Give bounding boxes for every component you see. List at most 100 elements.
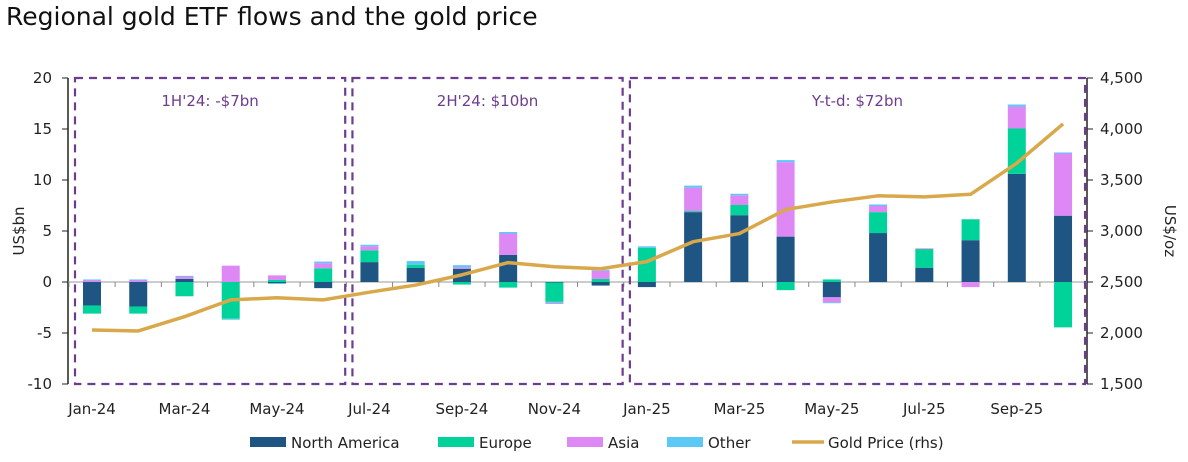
x-tick-label: Sep-24 bbox=[436, 400, 489, 418]
y-tick-label: -10 bbox=[28, 375, 53, 393]
bar-other bbox=[175, 275, 194, 277]
bar-other bbox=[1054, 152, 1073, 154]
bar-asia bbox=[314, 263, 333, 269]
bar-europe bbox=[314, 268, 333, 282]
annotation-label: 2H'24: $10bn bbox=[437, 92, 539, 110]
bar-other bbox=[545, 302, 564, 304]
y2-tick-label: 4,000 bbox=[1100, 120, 1143, 138]
x-tick-label: Sep-25 bbox=[990, 400, 1043, 418]
legend-swatch bbox=[567, 437, 603, 447]
bar-europe bbox=[915, 248, 934, 268]
annotation-label: Y-t-d: $72bn bbox=[811, 92, 903, 110]
y-tick-label: 5 bbox=[42, 222, 52, 240]
bar-north-america bbox=[591, 282, 610, 286]
bar-north-america bbox=[915, 267, 934, 282]
bar-other bbox=[314, 261, 333, 264]
legend-item-europe: Europe bbox=[438, 434, 532, 452]
bar-europe bbox=[776, 282, 795, 291]
annotation-box bbox=[351, 76, 624, 386]
bar-asia bbox=[591, 270, 610, 279]
bar-other bbox=[360, 244, 379, 247]
y-tick-label: 15 bbox=[33, 120, 52, 138]
bar-other bbox=[267, 283, 286, 285]
bar-other bbox=[406, 261, 425, 265]
bar-asia bbox=[822, 297, 841, 303]
bar-europe bbox=[175, 282, 194, 297]
annotation-box bbox=[628, 76, 1087, 386]
x-tick-label: Nov-24 bbox=[528, 400, 581, 418]
bar-europe bbox=[1054, 282, 1073, 328]
legend-swatch bbox=[667, 437, 703, 447]
legend-label: North America bbox=[291, 434, 400, 452]
bar-north-america bbox=[637, 282, 656, 288]
bar-other bbox=[684, 185, 703, 188]
legend-swatch bbox=[250, 437, 286, 447]
bar-north-america bbox=[776, 236, 795, 282]
bar-other bbox=[499, 232, 518, 234]
bar-europe bbox=[637, 247, 656, 282]
y-tick-label: -5 bbox=[37, 324, 52, 342]
bar-north-america bbox=[406, 267, 425, 282]
bar-europe bbox=[406, 264, 425, 268]
y2-tick-label: 1,500 bbox=[1100, 375, 1143, 393]
annotation-label: 1H'24: -$7bn bbox=[161, 92, 258, 110]
bar-north-america bbox=[360, 262, 379, 282]
bar-north-america bbox=[684, 212, 703, 282]
y-axis-label: US$bn bbox=[10, 206, 28, 255]
gold-price-line bbox=[91, 122, 1065, 333]
bar-europe bbox=[360, 250, 379, 263]
bar-europe bbox=[452, 282, 471, 285]
bar-asia bbox=[545, 301, 564, 303]
bar-europe bbox=[961, 219, 980, 241]
bar-north-america bbox=[267, 282, 286, 284]
bar-north-america bbox=[175, 278, 194, 282]
legend-item-north-america: North America bbox=[250, 434, 400, 452]
bar-asia bbox=[452, 267, 471, 269]
y-tick-label: 20 bbox=[33, 69, 52, 87]
bar-europe bbox=[684, 211, 703, 213]
bar-other bbox=[129, 279, 148, 281]
bar-europe bbox=[129, 306, 148, 314]
chart-title: Regional gold ETF flows and the gold pri… bbox=[6, 2, 538, 31]
bar-other bbox=[1007, 104, 1026, 107]
bar-asia bbox=[267, 275, 286, 280]
bar-europe bbox=[822, 279, 841, 282]
bar-north-america bbox=[1007, 173, 1026, 282]
bar-europe bbox=[591, 278, 610, 282]
bar-asia bbox=[961, 282, 980, 288]
legend-label: Other bbox=[708, 434, 751, 452]
y-tick-label: 0 bbox=[42, 273, 52, 291]
bar-north-america bbox=[1054, 215, 1073, 282]
bar-north-america bbox=[314, 282, 333, 289]
x-tick-label: Jul-25 bbox=[902, 400, 946, 418]
bar-north-america bbox=[961, 240, 980, 282]
bar-asia bbox=[499, 233, 518, 255]
bar-europe bbox=[499, 282, 518, 288]
bar-europe bbox=[545, 282, 564, 302]
y-tick-label: 10 bbox=[33, 171, 52, 189]
x-tick-label: Jul-24 bbox=[347, 400, 391, 418]
bar-europe bbox=[267, 279, 286, 282]
bar-other bbox=[730, 193, 749, 196]
bar-asia bbox=[129, 279, 148, 282]
bar-asia bbox=[776, 162, 795, 237]
bar-asia bbox=[730, 195, 749, 205]
bar-north-america bbox=[869, 233, 888, 282]
bar-asia bbox=[1007, 106, 1026, 129]
y2-tick-label: 3,000 bbox=[1100, 222, 1143, 240]
bar-other bbox=[869, 204, 888, 207]
y2-tick-label: 2,000 bbox=[1100, 324, 1143, 342]
bar-asia bbox=[221, 265, 240, 282]
x-tick-label: Mar-24 bbox=[159, 400, 211, 418]
bar-other bbox=[452, 265, 471, 268]
x-tick-label: Jan-25 bbox=[622, 400, 671, 418]
bar-asia bbox=[684, 187, 703, 212]
legend-label: Asia bbox=[608, 434, 639, 452]
bar-europe bbox=[83, 305, 101, 314]
bar-north-america bbox=[83, 282, 101, 306]
bar-north-america bbox=[499, 254, 518, 282]
bar-other bbox=[221, 318, 240, 320]
y2-tick-label: 2,500 bbox=[1100, 273, 1143, 291]
